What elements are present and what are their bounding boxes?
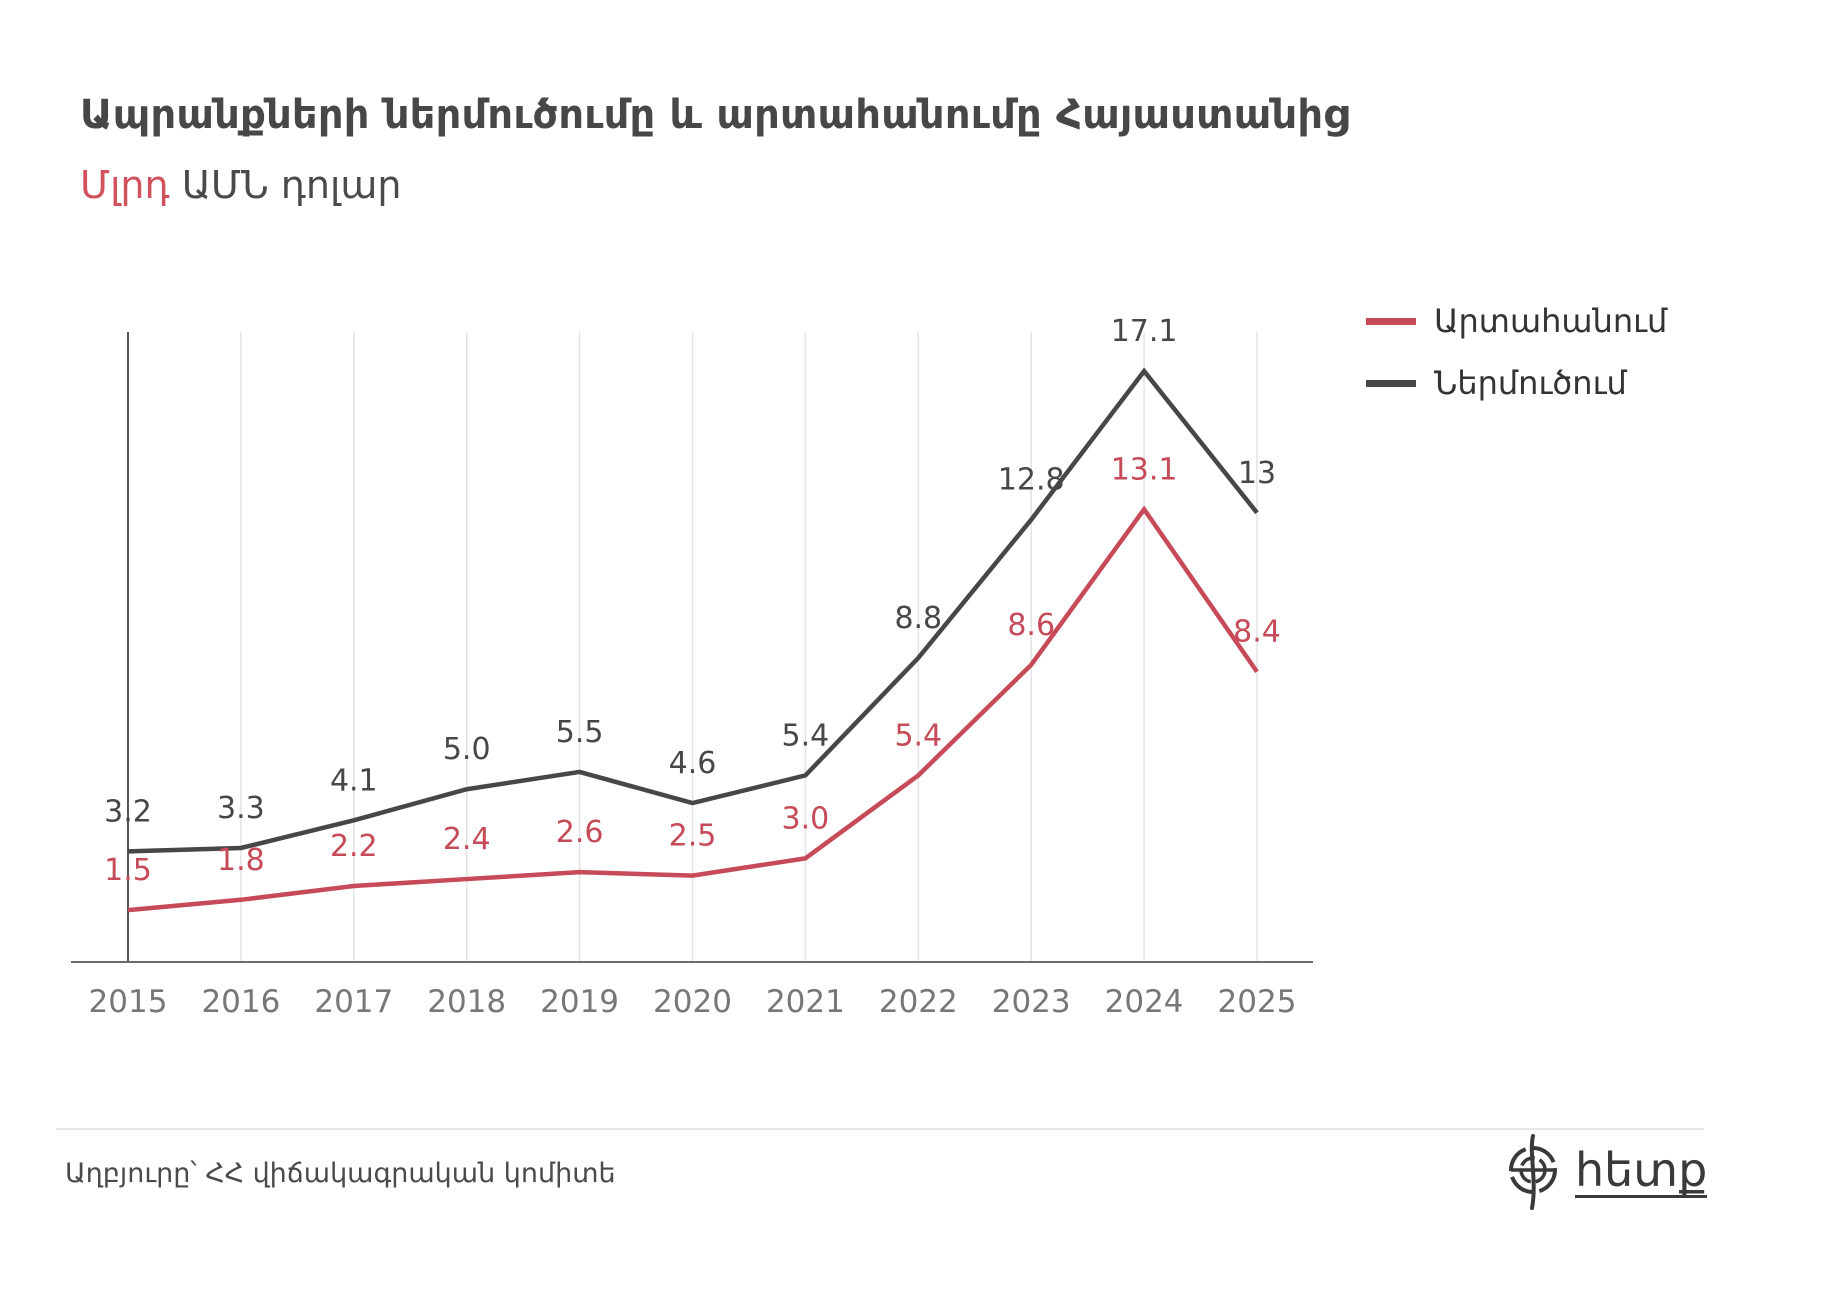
data-label-exports-2024: 13.1: [1111, 452, 1178, 487]
x-tick-label-2017: 2017: [314, 984, 393, 1020]
data-label-imports-2017: 4.1: [330, 763, 378, 798]
source-note: Աղբյուրը՝ ՀՀ վիճակագրական կոմիտե: [65, 1158, 616, 1189]
data-label-imports-2020: 4.6: [669, 746, 717, 781]
x-tick-label-2022: 2022: [879, 984, 958, 1020]
axis-layer: 2015 2016 2017 2018 2019 2020 2021 2022 2023 2024…: [71, 332, 1313, 1020]
x-tick-label-2025: 2025: [1218, 984, 1297, 1020]
chart-subtitle: Մլրդ ԱՄՆ դոլար: [80, 163, 401, 207]
legend-swatch-imports: [1366, 379, 1416, 387]
data-label-exports-2023: 8.6: [1007, 608, 1055, 643]
data-label-imports-2023: 12.8: [998, 463, 1065, 498]
x-tick-label-2020: 2020: [653, 984, 732, 1020]
x-tick-label-2021: 2021: [766, 984, 845, 1020]
data-label-exports-2020: 2.5: [669, 819, 717, 854]
data-label-imports-2024: 17.1: [1111, 314, 1178, 349]
data-label-exports-2015: 1.5: [104, 853, 152, 888]
series-layer: [127, 367, 1259, 913]
x-tick-label-2018: 2018: [427, 984, 506, 1020]
data-label-imports-2015: 3.2: [104, 794, 152, 829]
data-label-imports-2022: 8.8: [894, 601, 942, 636]
legend: Արտահանում Ներմուծում: [1366, 290, 1667, 414]
footer-divider: [56, 1128, 1704, 1130]
x-tick-label-2015: 2015: [89, 984, 168, 1020]
data-label-imports-2025: 13: [1238, 456, 1276, 491]
subtitle-unit-accent: Մլրդ: [80, 163, 170, 207]
legend-label-exports: Արտահանում: [1434, 302, 1668, 340]
data-label-exports-2025: 8.4: [1233, 615, 1281, 650]
x-tick-label-2019: 2019: [540, 984, 619, 1020]
data-label-exports-2018: 2.4: [443, 822, 491, 857]
globe-logo-icon: [1509, 1134, 1557, 1210]
data-label-exports-2022: 5.4: [894, 718, 942, 753]
legend-label-imports: Ներմուծում: [1434, 364, 1627, 402]
data-label-exports-2021: 3.0: [782, 801, 830, 836]
chart-title: Ապրանքների ներմուծումը և արտահանումը Հայ…: [80, 92, 1350, 138]
logo-wordmark: հետք: [1575, 1142, 1708, 1198]
publisher-logo[interactable]: հետք: [1505, 1132, 1708, 1212]
data-label-imports-2021: 5.4: [782, 718, 830, 753]
x-tick-label-2016: 2016: [201, 984, 280, 1020]
data-label-imports-2016: 3.3: [217, 791, 265, 826]
label-layer: 1.5 1.8 2.2 2.4 2.6 2.5 3.0 5.4 8.6 13.1 8.4 3.2 3.3…: [104, 314, 1281, 888]
x-tick-label-2024: 2024: [1105, 984, 1184, 1020]
data-label-exports-2016: 1.8: [217, 843, 265, 878]
subtitle-unit-rest: ԱՄՆ դոլար: [169, 163, 402, 207]
legend-item-imports[interactable]: Ներմուծում: [1366, 352, 1667, 414]
data-label-imports-2019: 5.5: [556, 715, 604, 750]
legend-item-exports[interactable]: Արտահանում: [1366, 290, 1667, 352]
data-label-exports-2017: 2.2: [330, 829, 378, 864]
x-tick-label-2023: 2023: [992, 984, 1071, 1020]
data-label-exports-2019: 2.6: [556, 815, 604, 850]
legend-swatch-exports: [1366, 317, 1416, 325]
data-label-imports-2018: 5.0: [443, 732, 491, 767]
